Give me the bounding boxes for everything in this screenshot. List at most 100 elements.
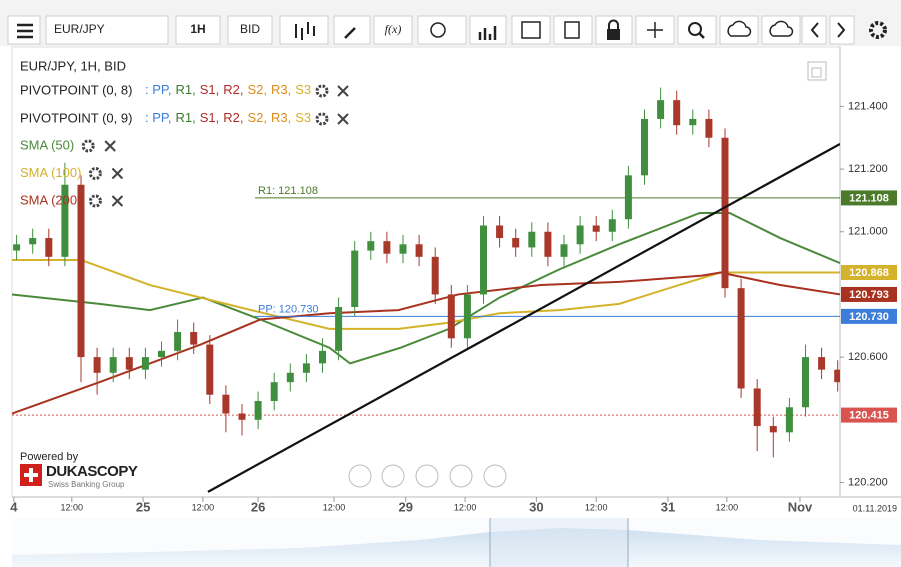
candle-body [528,231,536,248]
calendar-button[interactable] [511,15,551,45]
candle-body [705,118,713,138]
settings-icon[interactable] [81,139,95,153]
candle-body [399,244,407,254]
param: R1, [176,110,196,125]
candle-body [608,219,616,232]
lock-button[interactable] [595,15,633,45]
crosshair-button[interactable] [635,15,675,45]
candle-body [737,288,745,389]
settings-icon[interactable] [88,194,102,208]
candle-body [141,357,149,370]
indicator-params: : PP, R1, S1, R2, S2, R3, S3 [145,110,311,125]
candle-body [753,388,761,427]
candle-body [286,372,294,383]
param: S2, [248,82,268,97]
pivot-level-label: R1: 121.108 [258,185,318,197]
symbol-select[interactable]: EUR/JPY [45,15,169,45]
param: R2, [223,82,243,97]
candle-body [785,407,793,433]
settings-button[interactable] [869,21,887,39]
info-button[interactable] [417,15,467,45]
side-select[interactable]: BID [227,15,273,45]
settings-icon[interactable] [315,84,329,98]
param: R1, [176,82,196,97]
draw-button[interactable] [333,15,371,45]
chart-type-button[interactable] [279,15,329,45]
period: 1H [190,22,205,36]
x-tick-label: 12:00 [585,502,608,512]
period-select[interactable]: 1H [175,15,221,45]
y-tick-label: 121.200 [848,163,888,175]
candle-body [560,244,568,257]
candle-body [834,369,840,383]
download-button[interactable] [761,15,801,45]
candle-body [721,137,729,289]
candle-body [769,426,777,433]
remove-icon[interactable] [337,113,349,125]
candle-body [125,357,133,370]
playback-controls[interactable] [348,464,507,488]
candle-body [270,382,278,401]
settings-icon[interactable] [315,112,329,126]
report-button[interactable] [553,15,593,45]
level-badge: 120.730 [849,311,889,323]
x-tick-label: 12:00 [192,502,215,512]
legend-entry[interactable]: SMA (100) [20,165,81,180]
scroll-left-button[interactable] [801,15,827,45]
candle-body [254,400,262,420]
candle-body [29,238,37,245]
sma-badge: 120.868 [849,267,889,279]
candle-body [512,238,520,248]
candle-body [673,100,681,126]
candle-body [383,241,391,254]
plot-area [11,46,841,498]
x-tick-label: 12:00 [61,502,84,512]
logo-cross [24,468,38,482]
indicator-params: : PP, R1, S1, R2, S2, R3, S3 [145,82,311,97]
y-tick-label: 121.000 [848,226,888,238]
x-tick-label: 12:00 [454,502,477,512]
candle-body [45,238,53,257]
volume-button[interactable] [469,15,507,45]
legend-entry[interactable]: SMA (50) [20,137,74,152]
remove-icon[interactable] [111,167,124,180]
param: : PP, [145,82,172,97]
scroll-right-button[interactable] [829,15,855,45]
candle-body [93,357,101,373]
expand-button[interactable] [807,61,827,81]
candle-body [351,250,359,307]
candle-body [335,306,343,351]
menu-button[interactable] [7,15,41,45]
zoom-button[interactable] [677,15,717,45]
candle-body [367,241,375,251]
param: S1, [200,110,220,125]
upload-button[interactable] [719,15,759,45]
x-tick-label: 26 [251,499,265,514]
last-price-badge: 120.415 [849,409,889,421]
param: : PP, [145,110,172,125]
indicators-button[interactable]: f(x) [373,15,413,45]
param: S2, [248,110,268,125]
candle-body [480,225,487,295]
sma-line [12,271,840,415]
powered-by: Powered by [20,451,79,463]
candle-body [13,244,21,251]
trendline [207,143,840,493]
navigator-window[interactable] [490,518,628,567]
legend-entry[interactable]: SMA (200) [20,192,81,207]
candle-body [415,244,423,257]
candle-body [544,231,552,257]
settings-icon[interactable] [88,167,102,180]
tagline: Swiss Banking Group [48,480,125,489]
y-tick-label: 121.400 [848,100,888,112]
remove-icon[interactable] [104,140,116,152]
plot-layer: R1: 121.108 PP: 120.730 [12,87,840,493]
candle-body [689,118,697,126]
candle-body [496,225,504,239]
remove-icon[interactable] [337,85,349,97]
candle-body [77,184,85,358]
remove-icon[interactable] [111,195,124,207]
param: R3, [271,82,291,97]
